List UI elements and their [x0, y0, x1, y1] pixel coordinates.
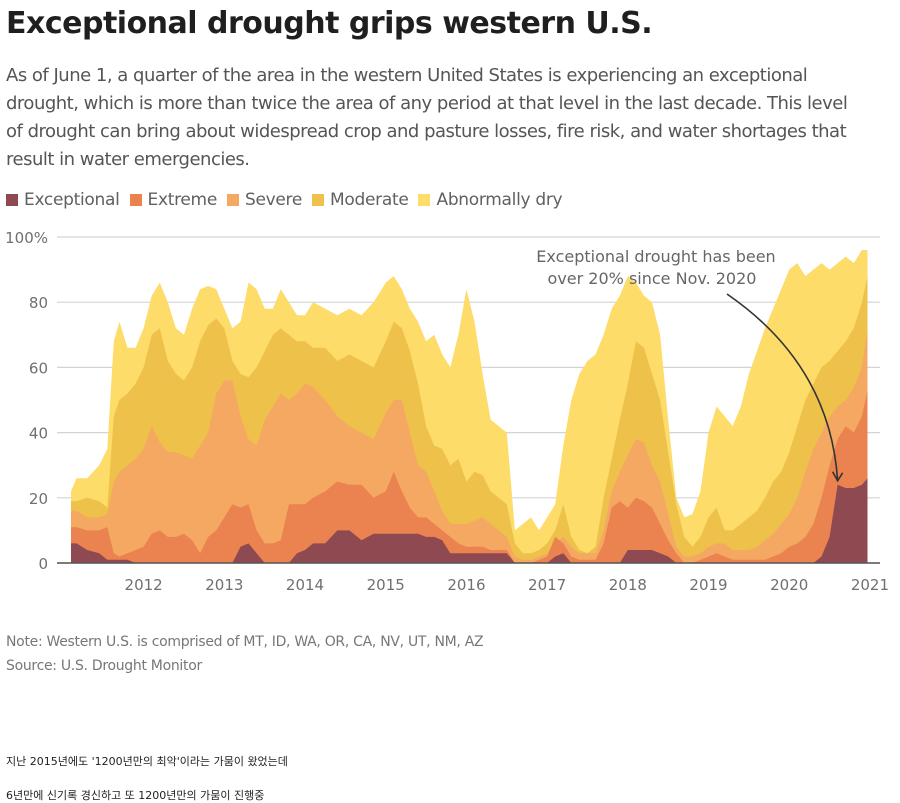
legend-label-exceptional: Exceptional — [24, 190, 120, 210]
area-severe — [71, 328, 868, 563]
x-tick-label: 2017 — [528, 576, 566, 594]
legend-swatch-severe — [226, 194, 239, 206]
x-tick-label: 2016 — [447, 576, 485, 594]
x-tick-label: 2012 — [125, 576, 163, 594]
footnotes: Note: Western U.S. is comprised of MT, I… — [6, 630, 484, 678]
x-tick-label: 2013 — [205, 576, 243, 594]
legend-label-severe: Severe — [244, 190, 303, 210]
annotation-arrow — [726, 293, 839, 481]
annotation: Exceptional drought has been over 20% si… — [536, 247, 844, 483]
legend-swatch-exceptional — [6, 194, 18, 206]
y-tick-label: 80 — [29, 294, 48, 312]
legend-swatch-moderate — [312, 194, 325, 206]
legend-swatch-extreme — [129, 194, 142, 206]
y-tick-label: 60 — [29, 359, 48, 377]
x-tick-label: 2021 — [851, 576, 889, 594]
legend-item-extreme: Extreme — [129, 190, 218, 210]
legend-item-moderate: Moderate — [312, 190, 409, 210]
y-tick-label: 0 — [38, 555, 48, 573]
annotation-text-line2: over 20% since Nov. 2020 — [548, 269, 757, 288]
area-extreme — [71, 390, 868, 563]
y-tick-label: 100% — [5, 229, 48, 247]
x-axis-ticks: 2012 2013 2014 2015 2016 2017 2018 2019 2020 2021 — [125, 576, 889, 594]
x-tick-label: 2019 — [689, 576, 727, 594]
legend-item-exceptional: Exceptional — [6, 190, 120, 210]
chart-title: Exceptional drought grips western U.S. — [6, 6, 653, 41]
legend-item-abnormally-dry: Abnormally dry — [418, 190, 563, 210]
y-tick-label: 40 — [29, 425, 48, 443]
annotation-arrowhead — [831, 471, 844, 483]
x-tick-label: 2020 — [770, 576, 808, 594]
caption-line-1: 지난 2015년에도 '1200년만의 최악'이라는 가뭄이 왔었는데 — [6, 755, 288, 768]
legend-swatch-abnormally-dry — [418, 194, 431, 206]
legend-item-severe: Severe — [226, 190, 303, 210]
y-axis-ticks: 0 20 40 60 80 100% — [5, 229, 48, 573]
caption-line-2: 6년만에 신기록 경신하고 또 1200년만의 가뭄이 진행중 — [6, 789, 265, 802]
source-text: Source: U.S. Drought Monitor — [6, 658, 202, 674]
x-tick-label: 2018 — [609, 576, 647, 594]
area-layers — [71, 250, 868, 563]
legend-label-extreme: Extreme — [147, 190, 218, 210]
annotation-text-line1: Exceptional drought has been — [536, 247, 775, 266]
note-text: Note: Western U.S. is comprised of MT, I… — [6, 634, 484, 650]
chart-subtitle: As of June 1, a quarter of the area in t… — [6, 65, 848, 170]
legend-label-abnormally-dry: Abnormally dry — [436, 190, 563, 210]
legend-label-moderate: Moderate — [330, 190, 409, 210]
x-tick-label: 2015 — [367, 576, 405, 594]
legend: Exceptional Extreme Severe Moderate Abno… — [6, 190, 572, 210]
x-tick-label: 2014 — [286, 576, 324, 594]
y-tick-label: 20 — [29, 490, 48, 508]
